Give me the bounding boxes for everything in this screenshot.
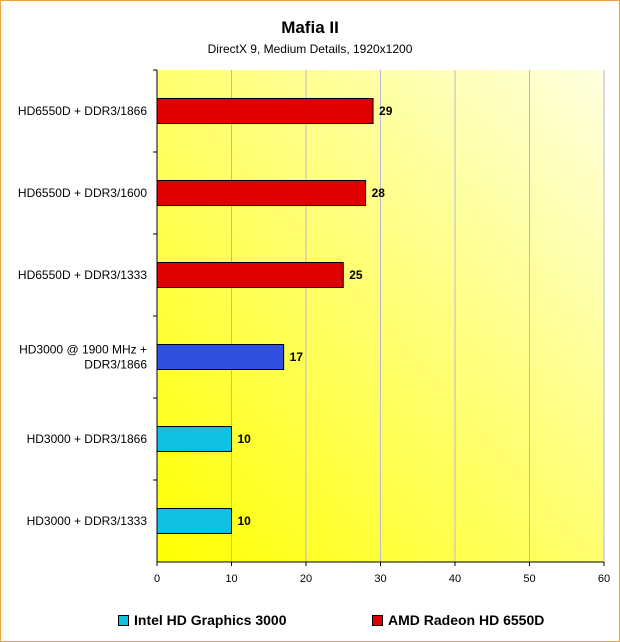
bar-chart: 0 10 20 30 40 50 60 HD6550D + DDR3/1866 29 HD6550… bbox=[18, 69, 610, 585]
bar bbox=[156, 98, 374, 124]
chart-legend: Intel HD Graphics 3000 AMD Radeon HD 655… bbox=[0, 612, 620, 632]
data-label: 25 bbox=[349, 268, 363, 282]
legend-item-intel: Intel HD Graphics 3000 bbox=[118, 612, 287, 628]
x-tick-label: 0 bbox=[154, 573, 160, 585]
data-label: 17 bbox=[290, 350, 304, 364]
data-label: 10 bbox=[238, 514, 252, 528]
x-tick-label: 30 bbox=[374, 573, 386, 585]
x-tick-label: 10 bbox=[225, 573, 237, 585]
category-label: HD6550D + DDR3/1866 bbox=[18, 104, 147, 118]
bar bbox=[156, 426, 232, 452]
chart-subtitle: DirectX 9, Medium Details, 1920x1200 bbox=[207, 42, 413, 56]
data-label: 29 bbox=[379, 104, 393, 118]
data-label: 10 bbox=[238, 432, 252, 446]
bar bbox=[156, 344, 285, 370]
category-label: HD3000 + DDR3/1866 bbox=[27, 432, 148, 446]
legend-swatch-intel bbox=[118, 614, 129, 626]
category-label: HD6550D + DDR3/1333 bbox=[18, 268, 147, 282]
x-tick-label: 40 bbox=[449, 573, 461, 585]
bar bbox=[156, 262, 344, 288]
x-tick-label: 50 bbox=[523, 573, 535, 585]
legend-label-amd: AMD Radeon HD 6550D bbox=[388, 612, 545, 628]
x-tick-label: 60 bbox=[598, 573, 610, 585]
bar bbox=[156, 508, 232, 534]
chart-title: Mafia II bbox=[281, 18, 339, 37]
category-label: HD3000 + DDR3/1333 bbox=[27, 514, 148, 528]
data-label: 28 bbox=[372, 186, 386, 200]
x-tick-label: 20 bbox=[300, 573, 312, 585]
legend-label-intel: Intel HD Graphics 3000 bbox=[134, 612, 287, 628]
category-label: HD3000 @ 1900 MHz + DDR3/1866 bbox=[19, 343, 147, 372]
legend-item-amd: AMD Radeon HD 6550D bbox=[372, 612, 544, 628]
category-label: HD6550D + DDR3/1600 bbox=[18, 186, 147, 200]
legend-swatch-amd bbox=[372, 614, 383, 626]
bar bbox=[156, 180, 367, 206]
